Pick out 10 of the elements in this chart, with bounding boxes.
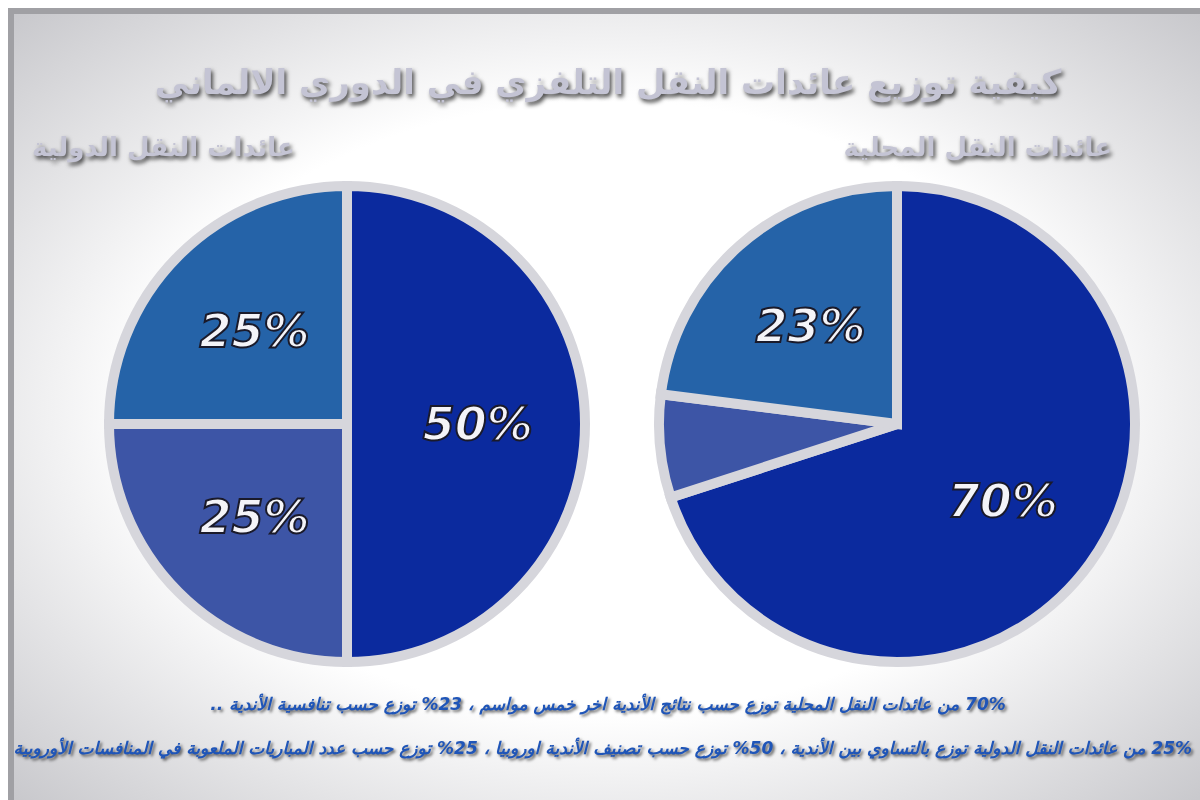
text: 25% من عائدات النقل الدولية توزع بالتساوي بين الأندية ، 50% توزع حسب تصنيف الأندية اوروبيا ، 25% توزع حسب عدد المباريات الملعوبة في المنافسات الأوروبية bbox=[13, 736, 1193, 761]
data-label: 50% bbox=[422, 397, 533, 451]
chart-subtitle: عائدات النقل المحلية bbox=[842, 132, 1112, 162]
data-label: 23% bbox=[755, 298, 866, 353]
data-label: 25% bbox=[199, 304, 310, 359]
data-label: 70% bbox=[947, 473, 1058, 528]
text: 70% من عائدات النقل المحلية توزع حسب نتائج الأندية اخر خمس مواسم ، 23% توزع حسب تنافسية الأندية .. bbox=[209, 692, 1007, 717]
data-label: 25% bbox=[199, 489, 310, 544]
chart-subtitle: عائدات النقل الدولية bbox=[32, 132, 296, 162]
chart-title: كيفية توزيع عائدات النقل التلفزي في الدوري الالماني bbox=[153, 62, 1063, 102]
